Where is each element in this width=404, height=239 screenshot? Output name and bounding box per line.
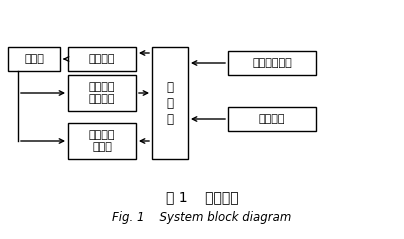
Text: 语音模块: 语音模块 bbox=[89, 54, 115, 64]
Text: 电话信号
识别模块: 电话信号 识别模块 bbox=[89, 82, 115, 104]
Text: 模拟摘挂
机电路: 模拟摘挂 机电路 bbox=[89, 130, 115, 152]
Text: 处理模块: 处理模块 bbox=[259, 114, 285, 124]
Bar bbox=[68, 123, 136, 159]
Text: 信号采集模块: 信号采集模块 bbox=[252, 58, 292, 68]
Bar bbox=[8, 47, 60, 71]
Text: Fig. 1    System block diagram: Fig. 1 System block diagram bbox=[112, 211, 292, 223]
Bar bbox=[152, 47, 188, 159]
Text: 处
理
器: 处 理 器 bbox=[166, 81, 173, 125]
Bar bbox=[68, 75, 136, 111]
Bar bbox=[228, 107, 316, 131]
Bar bbox=[68, 47, 136, 71]
Bar bbox=[228, 51, 316, 75]
Text: 图 1    系统框图: 图 1 系统框图 bbox=[166, 190, 238, 204]
Text: 电话线: 电话线 bbox=[24, 54, 44, 64]
